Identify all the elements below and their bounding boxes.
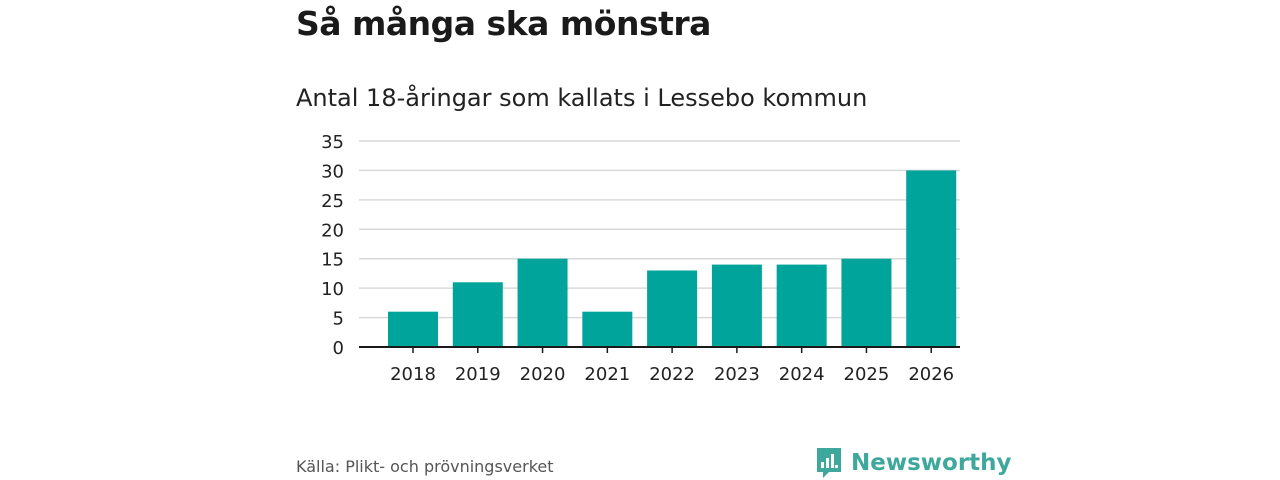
y-tick-label: 25: [321, 191, 344, 212]
y-tick-label: 5: [333, 309, 344, 330]
bar-2022: [647, 270, 698, 347]
y-tick-label: 35: [321, 132, 344, 153]
brand-logo[interactable]: Newsworthy: [815, 446, 1012, 480]
bars: [388, 170, 957, 347]
x-tick-label: 2026: [908, 364, 954, 385]
bar-2024: [776, 264, 827, 347]
chart-title: Så många ska mönstra: [296, 4, 711, 43]
bar-2021: [582, 311, 633, 347]
brand-name: Newsworthy: [851, 450, 1012, 476]
y-tick-label: 20: [321, 220, 344, 241]
x-tick-label: 2021: [584, 364, 630, 385]
y-tick-label: 30: [321, 161, 344, 182]
chart-subtitle: Antal 18-åringar som kallats i Lessebo k…: [296, 84, 868, 112]
y-tick-label: 10: [321, 279, 344, 300]
y-tick-label: 0: [333, 338, 344, 359]
bar-2019: [452, 282, 503, 347]
x-tick-label: 2018: [390, 364, 436, 385]
x-tick-label: 2019: [455, 364, 501, 385]
x-tick-label: 2025: [844, 364, 890, 385]
newsworthy-logo-icon: [817, 448, 841, 478]
x-tick-label: 2024: [779, 364, 825, 385]
x-tick-label: 2023: [714, 364, 760, 385]
x-tick-label: 2022: [649, 364, 695, 385]
bar-2025: [841, 258, 892, 347]
x-tick-label: 2020: [520, 364, 566, 385]
bar-2023: [711, 264, 762, 347]
source-note: Källa: Plikt- och prövningsverket: [296, 457, 554, 476]
y-tick-label: 15: [321, 250, 344, 271]
bar-2020: [517, 258, 568, 347]
bar-2018: [388, 311, 438, 347]
bar-2026: [906, 170, 957, 347]
